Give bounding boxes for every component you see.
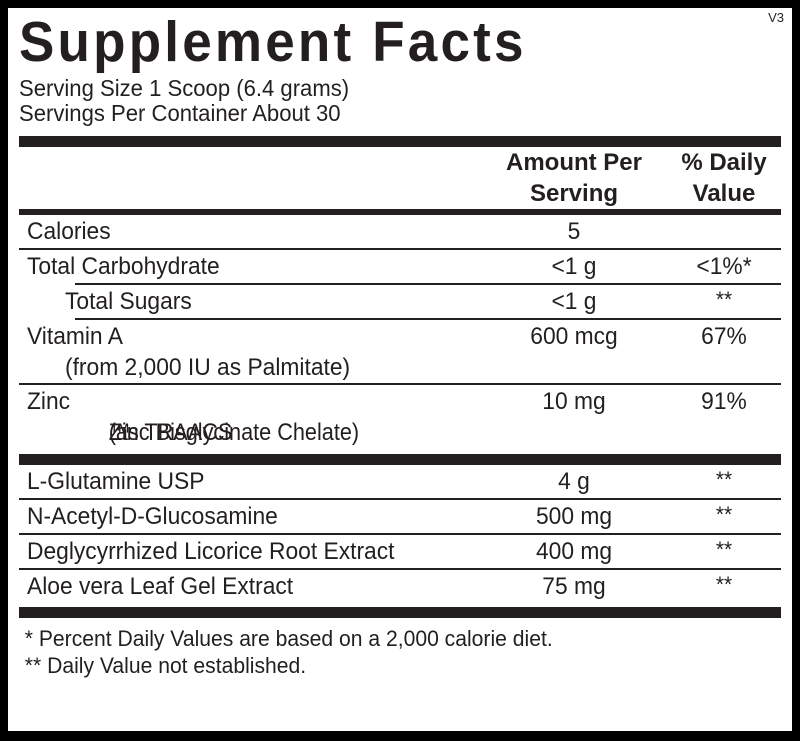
nutrient-name: Calories [27, 218, 111, 245]
nutrient-daily-value: ** [715, 287, 733, 312]
nutrient-name: Zinc [27, 388, 71, 415]
divider-medium-header [19, 209, 781, 215]
nutrient-source-line: (from 2,000 IU as Palmitate) [19, 353, 781, 383]
table-header-row: Amount Per Serving % Daily Value [19, 147, 781, 209]
nutrient-amount: <1 g [551, 288, 597, 315]
table-row: L-Glutamine USP 4 g ** [19, 465, 781, 498]
table-row: Calories 5 [19, 215, 781, 248]
table-row: Deglycyrrhized Licorice Root Extract 400… [19, 535, 781, 568]
nutrient-name: Total Carbohydrate [27, 253, 220, 280]
ingredient-amount: 4 g [558, 468, 590, 495]
nutrient-name: Total Sugars [65, 288, 192, 315]
row-divider [19, 248, 781, 250]
dv-header-line-1: % Daily [681, 149, 767, 176]
ingredient-amount: 500 mg [535, 503, 613, 530]
table-row: Total Sugars <1 g ** [19, 285, 781, 318]
ingredient-daily-value: ** [715, 572, 733, 597]
nutrient-source-line: (as TRAACS ™ Zinc Bisglycinate Chelate) [19, 418, 781, 448]
table-row: Zinc 10 mg 91% [19, 385, 781, 418]
supplement-facts-label: V3 Supplement Facts Serving Size 1 Scoop… [8, 8, 792, 731]
row-divider [19, 533, 781, 535]
serving-information: Serving Size 1 Scoop (6.4 grams) Serving… [19, 76, 781, 126]
ingredient-name: N-Acetyl-D-Glucosamine [27, 503, 278, 530]
divider-thick-top [19, 136, 781, 147]
ingredient-daily-value: ** [715, 537, 733, 562]
table-row: Total Carbohydrate <1 g <1%* [19, 250, 781, 283]
nutrient-name: Vitamin A [27, 323, 123, 350]
nutrient-amount: 5 [567, 218, 581, 245]
ingredient-amount: 75 mg [542, 573, 606, 600]
source-suffix: Zinc Bisglycinate Chelate) [108, 419, 360, 446]
ingredient-name: Deglycyrrhized Licorice Root Extract [27, 538, 395, 565]
source-prefix: (as TRAACS [108, 419, 233, 446]
footnotes: * Percent Daily Values are based on a 2,… [19, 625, 781, 679]
nutrient-amount: 600 mcg [530, 323, 618, 350]
row-divider [19, 498, 781, 500]
page-title: Supplement Facts [19, 10, 527, 74]
nutrient-daily-value: 91% [701, 388, 747, 415]
row-divider [19, 568, 781, 570]
table-row: N-Acetyl-D-Glucosamine 500 mg ** [19, 500, 781, 533]
row-divider-indented [75, 283, 781, 285]
nutrient-amount: 10 mg [542, 388, 606, 415]
servings-per-container: Servings Per Container About 30 [19, 100, 341, 126]
column-header-daily-value: % Daily Value [659, 147, 789, 209]
trademark-icon: ™ [108, 419, 131, 446]
nutrient-source-text: (from 2,000 IU as Palmitate) [65, 354, 351, 381]
row-divider-indented [75, 318, 781, 320]
nutrient-daily-value: <1%* [696, 253, 752, 280]
nutrient-amount: <1 g [551, 253, 597, 280]
footnote-percent-daily-value: * Percent Daily Values are based on a 2,… [24, 626, 553, 651]
ingredient-daily-value: ** [715, 502, 733, 527]
column-header-amount-per-serving: Amount Per Serving [449, 147, 699, 209]
ingredient-name: L-Glutamine USP [27, 468, 205, 495]
row-divider [19, 383, 781, 385]
ingredient-daily-value: ** [715, 467, 733, 492]
table-row: Aloe vera Leaf Gel Extract 75 mg ** [19, 570, 781, 603]
serving-size: Serving Size 1 Scoop (6.4 grams) [19, 75, 350, 101]
divider-thick-footnotes [19, 607, 781, 618]
amount-header-line-1: Amount Per [505, 149, 642, 176]
table-row: Vitamin A 600 mcg 67% [19, 320, 781, 353]
nutrient-daily-value: 67% [701, 323, 747, 350]
ingredient-amount: 400 mg [535, 538, 613, 565]
amount-header-line-2: Serving [529, 180, 619, 207]
ingredient-name: Aloe vera Leaf Gel Extract [27, 573, 294, 600]
footnote-daily-value-not-established: ** Daily Value not established. [24, 653, 307, 678]
version-mark: V3 [768, 10, 784, 25]
divider-thick-other-ingredients [19, 454, 781, 465]
dv-header-line-2: Value [692, 180, 756, 207]
